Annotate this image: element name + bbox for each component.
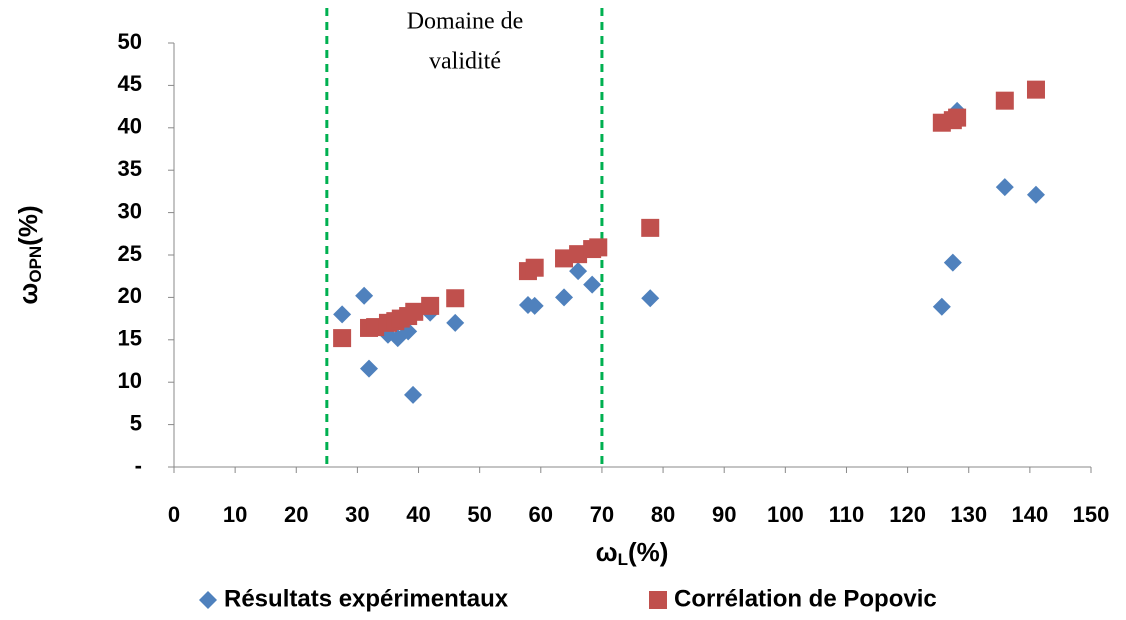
y-tick-label: 5 xyxy=(130,410,142,435)
marker-square xyxy=(555,249,574,268)
marker-square xyxy=(569,245,588,264)
x-tick-label: 70 xyxy=(590,502,614,527)
annotation: validité xyxy=(429,49,501,75)
marker-diamond xyxy=(641,289,660,308)
marker-square xyxy=(421,296,440,315)
y-tick-label: 40 xyxy=(118,114,142,139)
y-tick-label: 20 xyxy=(118,283,142,308)
y-tick-label: 35 xyxy=(118,156,142,181)
marker-diamond xyxy=(199,591,217,609)
x-tick-label: 90 xyxy=(712,502,736,527)
annotation: Domaine de xyxy=(407,9,524,35)
marker-diamond xyxy=(995,178,1014,197)
label-suffix: (%) xyxy=(628,537,668,567)
marker-diamond xyxy=(1026,185,1045,204)
y-tick-label: 30 xyxy=(118,198,142,223)
marker-square xyxy=(641,218,660,237)
marker-square xyxy=(333,329,352,348)
legend-item: Résultats expérimentaux xyxy=(199,585,509,612)
marker-diamond xyxy=(555,288,574,307)
marker-square xyxy=(649,591,667,609)
marker-square xyxy=(589,238,608,257)
x-tick-label: 100 xyxy=(767,502,804,527)
x-axis-label: ωL(%) xyxy=(596,537,669,570)
y-tick-label: - xyxy=(135,453,142,478)
marker-square xyxy=(405,302,424,321)
x-tick-label: 50 xyxy=(467,502,491,527)
legend-item: Corrélation de Popovic xyxy=(649,585,937,612)
y-tick-label: 10 xyxy=(118,368,142,393)
x-tick-label: 30 xyxy=(345,502,369,527)
y-tick-label: 15 xyxy=(118,326,142,351)
marker-diamond xyxy=(569,262,588,281)
marker-square xyxy=(525,258,544,277)
marker-diamond xyxy=(355,286,374,305)
y-tick-label: 50 xyxy=(118,29,142,54)
x-tick-label: 40 xyxy=(406,502,430,527)
marker-diamond xyxy=(404,385,423,404)
x-tick-label: 80 xyxy=(651,502,675,527)
marker-square xyxy=(1026,80,1045,99)
label-main: ω xyxy=(13,283,43,305)
x-tick-label: 10 xyxy=(223,502,247,527)
y-tick-label: 25 xyxy=(118,241,142,266)
label-suffix: (%) xyxy=(13,205,43,245)
x-tick-label: 60 xyxy=(529,502,553,527)
label-sub: OPN xyxy=(26,246,45,283)
x-tick-label: 140 xyxy=(1012,502,1049,527)
marker-diamond xyxy=(583,275,602,294)
marker-square xyxy=(995,91,1014,110)
marker-diamond xyxy=(333,305,352,324)
marker-square xyxy=(948,108,967,127)
marker-diamond xyxy=(943,253,962,272)
marker-diamond xyxy=(932,297,951,316)
marker-diamond xyxy=(446,313,465,332)
x-tick-label: 130 xyxy=(950,502,987,527)
x-tick-label: 20 xyxy=(284,502,308,527)
x-tick-label: 0 xyxy=(168,502,180,527)
y-tick-label: 45 xyxy=(118,71,142,96)
marker-diamond xyxy=(525,296,544,315)
marker-square xyxy=(446,289,465,308)
marker-diamond xyxy=(360,359,379,378)
x-tick-label: 120 xyxy=(889,502,926,527)
label-main: ω xyxy=(596,537,618,567)
legend-label: Résultats expérimentaux xyxy=(224,585,509,612)
x-tick-label: 150 xyxy=(1073,502,1110,527)
x-tick-label: 110 xyxy=(829,502,865,527)
label-sub: L xyxy=(618,550,628,569)
legend-label: Corrélation de Popovic xyxy=(674,585,937,612)
y-axis-label: ωOPN(%) xyxy=(13,205,46,304)
